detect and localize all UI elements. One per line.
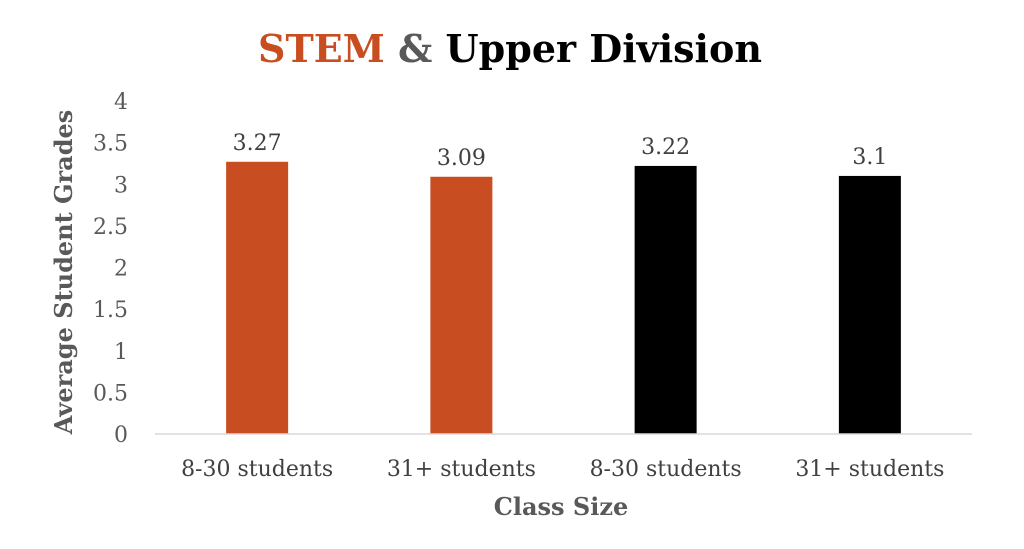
y-tick-label: 0.5	[93, 381, 128, 406]
x-category-label: 8-30 students	[590, 457, 742, 482]
bar-value-label: 3.1	[852, 145, 887, 170]
x-category-label: 31+ students	[795, 457, 944, 482]
bars: 3.27 3.09 3.22 3.1	[226, 131, 901, 435]
y-tick-label: 4	[114, 90, 128, 115]
y-tick-label: 2.5	[93, 215, 128, 240]
chart-title-part: Upper Division	[446, 26, 762, 71]
x-category-label: 8-30 students	[181, 457, 333, 482]
chart-title-part: STEM	[258, 26, 385, 71]
y-tick-label: 2	[114, 257, 128, 282]
y-axis-ticks: 0 0.5 1 1.5 2 2.5 3 3.5 4	[93, 90, 128, 448]
chart-title: STEM & Upper Division	[258, 26, 762, 71]
bar-value-label: 3.22	[641, 135, 690, 160]
x-axis-categories: 8-30 students 31+ students 8-30 students 31…	[181, 457, 944, 482]
bar-value-label: 3.09	[437, 146, 486, 171]
chart-title-part: &	[385, 26, 446, 71]
y-tick-label: 1	[114, 340, 128, 365]
x-category-label: 31+ students	[387, 457, 536, 482]
bar	[634, 165, 697, 434]
y-axis-title: Average Student Grades	[49, 110, 78, 436]
bar	[226, 161, 289, 434]
y-tick-label: 1.5	[93, 298, 128, 323]
y-tick-label: 0	[114, 423, 128, 448]
x-axis-title: Class Size	[494, 492, 629, 521]
bar	[430, 176, 493, 434]
y-tick-label: 3	[114, 173, 128, 198]
bar	[838, 175, 901, 435]
y-tick-label: 3.5	[93, 132, 128, 157]
bar-value-label: 3.27	[233, 131, 282, 156]
